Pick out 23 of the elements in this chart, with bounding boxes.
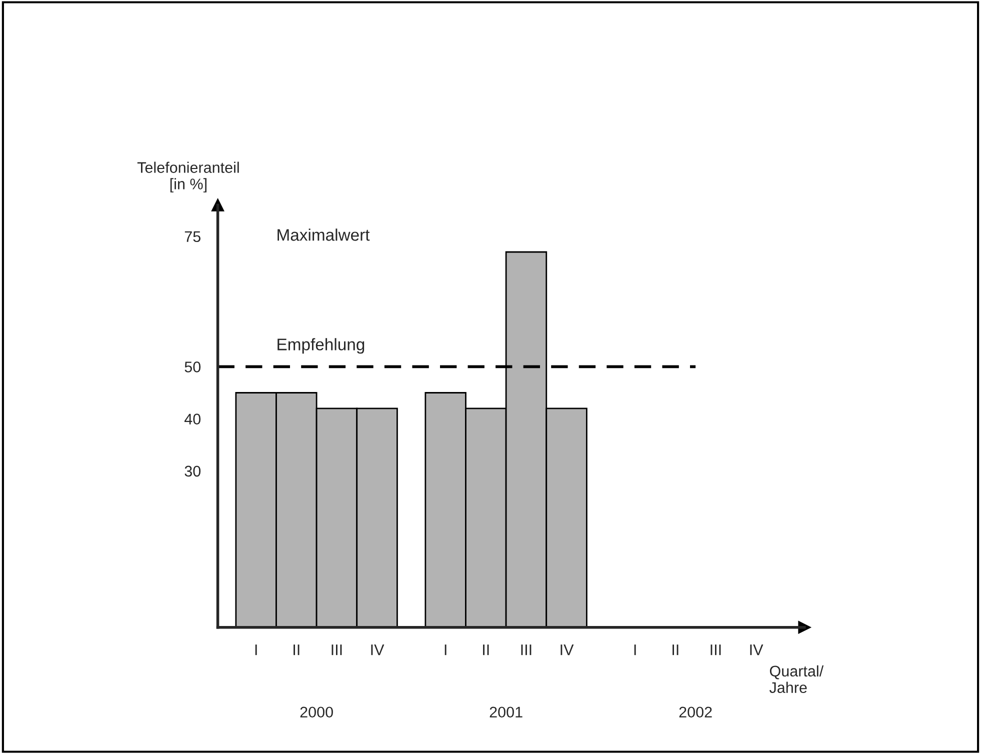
x-tick-label: II	[483, 644, 489, 656]
x-tick-label: III	[332, 644, 342, 656]
y-tick-label: 50	[184, 362, 201, 372]
x-tick-label: III	[521, 644, 532, 656]
x-tick-label: I	[634, 644, 636, 656]
y-tick-label: 30	[184, 466, 201, 477]
x-tick-label: I	[444, 644, 446, 656]
text: 2000	[300, 706, 333, 718]
text: 2001	[490, 706, 522, 718]
y-axis-title: Telefonieranteil [in %]	[137, 162, 239, 192]
x-tick-label: II	[672, 644, 678, 656]
text: 2002	[679, 706, 712, 718]
x-tick-label: II	[294, 644, 300, 656]
y-tick-label: 75	[184, 231, 200, 242]
ref-line-label: Empfehlung	[278, 338, 364, 354]
x-axis-title: Quartal/ Jahre	[769, 665, 824, 694]
x-tick-label: III	[710, 644, 721, 656]
annotation: Maximalwert	[278, 228, 370, 241]
x-tick-label: IV	[371, 644, 384, 656]
x-tick-label: IV	[560, 644, 574, 656]
y-tick-label: 40	[184, 414, 201, 424]
x-tick-label: I	[255, 644, 257, 656]
x-tick-label: IV	[750, 644, 764, 656]
